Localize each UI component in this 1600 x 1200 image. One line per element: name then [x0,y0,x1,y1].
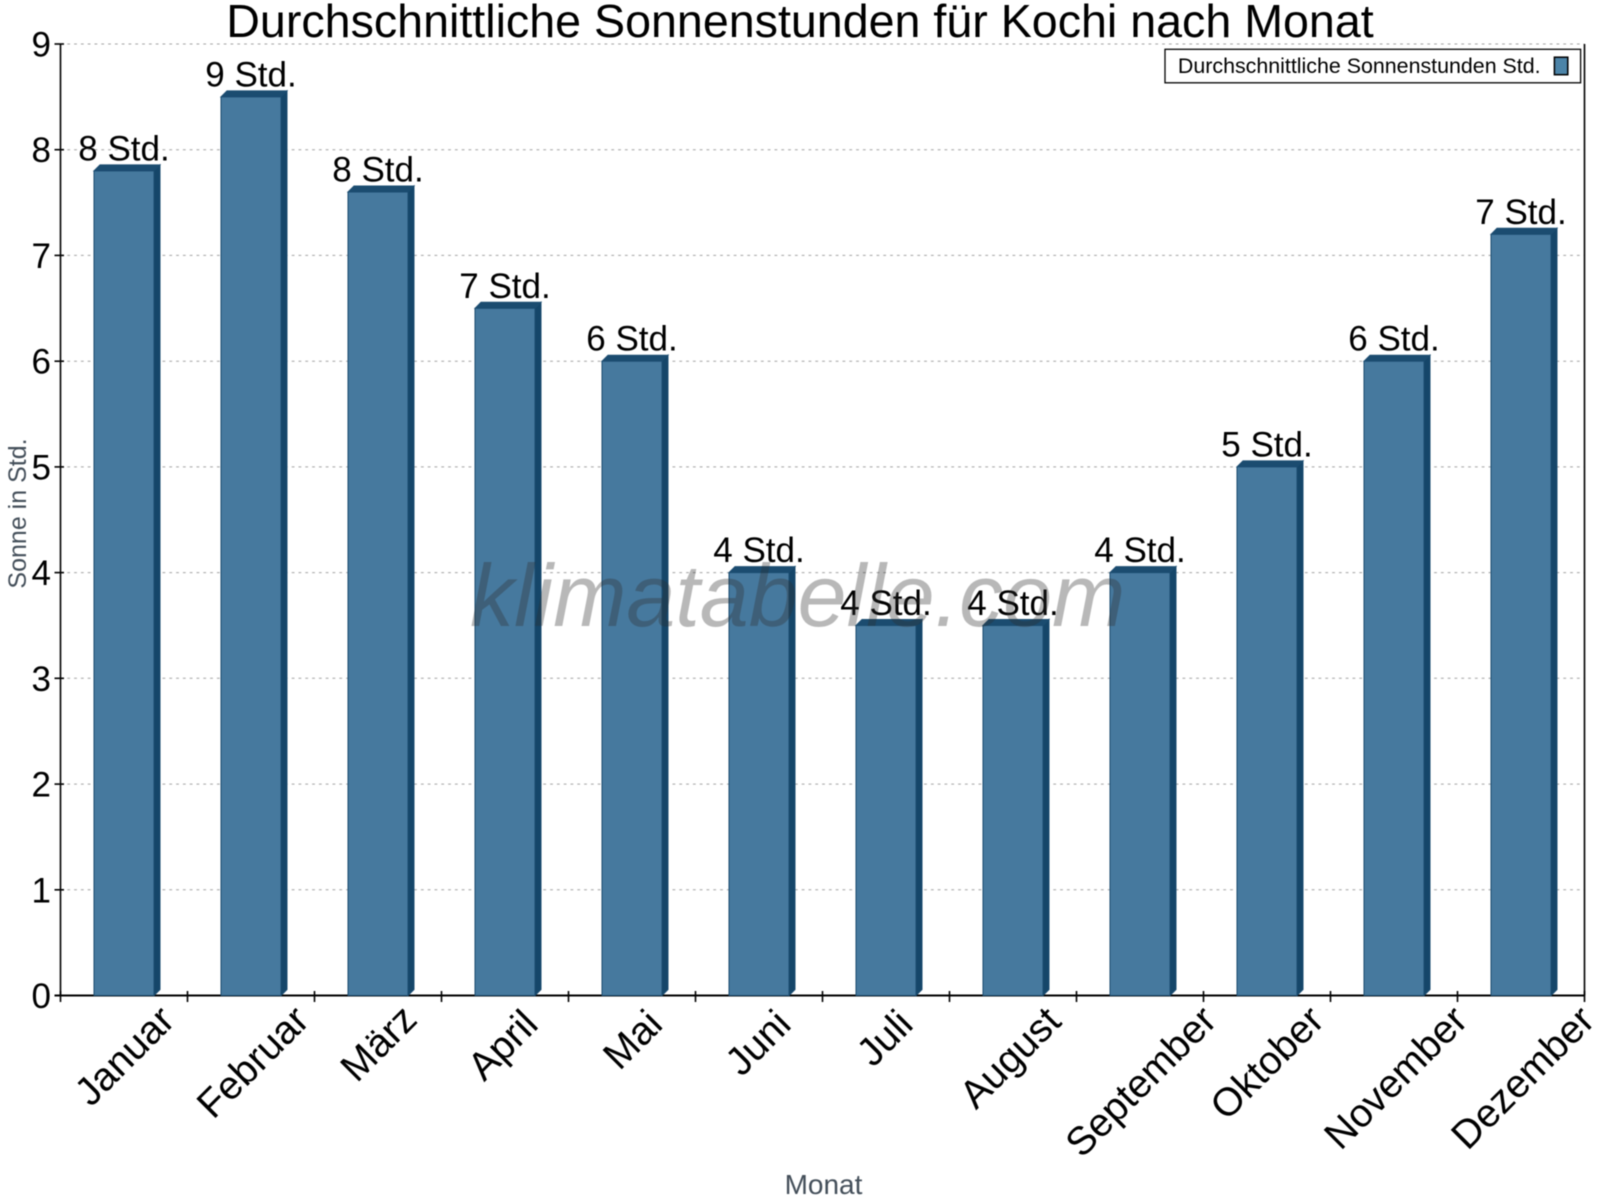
svg-text:5 Std.: 5 Std. [1221,425,1312,464]
svg-text:9: 9 [32,26,51,65]
svg-text:7 Std.: 7 Std. [1475,193,1566,232]
svg-text:2: 2 [32,766,51,805]
svg-text:4 Std.: 4 Std. [713,531,804,570]
svg-text:6 Std.: 6 Std. [1348,320,1439,359]
svg-text:8 Std.: 8 Std. [332,151,423,190]
svg-text:Monat: Monat [785,1169,863,1200]
svg-text:3: 3 [32,660,51,699]
svg-text:1: 1 [32,871,51,910]
svg-text:7 Std.: 7 Std. [459,267,550,306]
svg-text:7: 7 [32,237,51,276]
svg-text:8: 8 [32,131,51,170]
svg-text:Durchschnittliche Sonnenstunde: Durchschnittliche Sonnenstunden für Koch… [226,0,1373,47]
svg-text:6 Std.: 6 Std. [586,320,677,359]
svg-text:4: 4 [32,554,51,593]
svg-text:4 Std.: 4 Std. [840,584,931,623]
svg-text:4 Std.: 4 Std. [967,584,1058,623]
svg-text:klimatabelle.com: klimatabelle.com [470,546,1125,645]
svg-text:8 Std.: 8 Std. [78,129,169,168]
svg-text:6: 6 [32,343,51,382]
svg-text:Durchschnittliche Sonnenstunde: Durchschnittliche Sonnenstunden Std. [1178,54,1541,78]
svg-text:4 Std.: 4 Std. [1094,531,1185,570]
svg-text:9 Std.: 9 Std. [205,55,296,94]
svg-text:Sonne in Std.: Sonne in Std. [4,438,32,588]
svg-text:0: 0 [32,977,51,1016]
svg-text:5: 5 [32,448,51,487]
